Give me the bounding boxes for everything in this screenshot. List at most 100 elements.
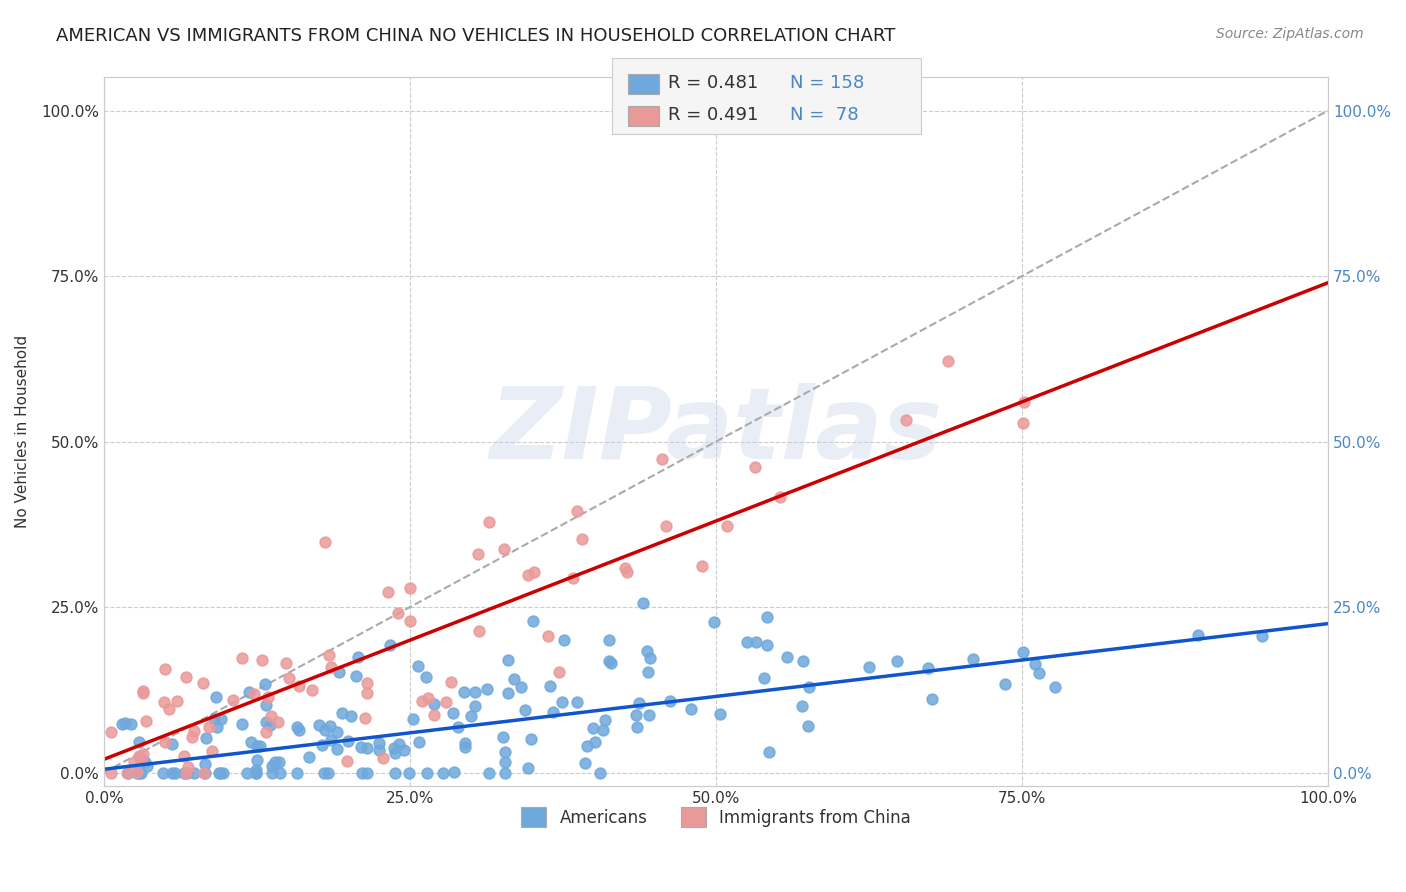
Point bbox=[655, 519, 678, 533]
Point bbox=[936, 354, 959, 368]
Point bbox=[211, 765, 233, 780]
Point bbox=[254, 698, 277, 713]
Point bbox=[277, 671, 299, 685]
Point bbox=[523, 565, 546, 579]
Point bbox=[250, 652, 273, 666]
Point bbox=[494, 745, 516, 759]
Point bbox=[582, 721, 605, 735]
Point bbox=[274, 656, 297, 670]
Point bbox=[792, 698, 814, 713]
Point bbox=[478, 765, 501, 780]
Point bbox=[337, 734, 360, 748]
Point bbox=[135, 714, 157, 729]
Point bbox=[128, 765, 150, 780]
Point bbox=[517, 761, 540, 775]
Point bbox=[492, 542, 515, 557]
Point bbox=[356, 765, 378, 780]
Point bbox=[339, 708, 361, 723]
Text: R = 0.481: R = 0.481 bbox=[668, 74, 758, 92]
Point bbox=[994, 677, 1017, 691]
Point bbox=[202, 712, 225, 726]
Point bbox=[344, 669, 367, 683]
Point bbox=[183, 765, 205, 780]
Point bbox=[117, 765, 139, 780]
Point bbox=[562, 571, 585, 585]
Point bbox=[616, 566, 638, 580]
Point bbox=[636, 644, 658, 658]
Point bbox=[460, 709, 482, 723]
Point bbox=[301, 683, 323, 698]
Point bbox=[257, 690, 280, 704]
Point bbox=[755, 610, 778, 624]
Point bbox=[464, 698, 486, 713]
Point bbox=[354, 711, 377, 725]
Point bbox=[637, 665, 659, 679]
Point bbox=[193, 676, 215, 690]
Point bbox=[509, 680, 531, 694]
Point bbox=[538, 679, 561, 693]
Point bbox=[316, 765, 339, 780]
Point bbox=[319, 732, 342, 747]
Point bbox=[716, 519, 738, 533]
Point bbox=[1011, 416, 1033, 430]
Point bbox=[264, 755, 287, 769]
Point bbox=[1043, 680, 1066, 694]
Point bbox=[287, 679, 309, 693]
Point bbox=[256, 714, 278, 729]
Point bbox=[176, 765, 198, 780]
Point bbox=[153, 662, 176, 676]
Point bbox=[260, 765, 283, 780]
Point bbox=[153, 734, 176, 748]
Point bbox=[921, 691, 943, 706]
Point bbox=[314, 765, 336, 780]
Point bbox=[408, 735, 430, 749]
Point bbox=[792, 654, 814, 668]
Point bbox=[326, 724, 349, 739]
Point bbox=[962, 651, 984, 665]
Point bbox=[399, 581, 422, 595]
Point bbox=[440, 675, 463, 690]
Point bbox=[415, 671, 437, 685]
Point bbox=[520, 732, 543, 747]
Point bbox=[496, 653, 519, 667]
Point bbox=[183, 724, 205, 739]
Point bbox=[756, 638, 779, 652]
Point bbox=[432, 765, 454, 780]
Point bbox=[384, 765, 406, 780]
Point bbox=[260, 759, 283, 773]
Point bbox=[1028, 665, 1050, 680]
Point bbox=[1011, 645, 1033, 659]
Point bbox=[207, 720, 229, 734]
Point bbox=[314, 723, 336, 737]
Point bbox=[245, 763, 267, 777]
Point bbox=[703, 615, 725, 629]
Legend: Americans, Immigrants from China: Americans, Immigrants from China bbox=[515, 800, 918, 834]
Point bbox=[298, 750, 321, 764]
Point bbox=[690, 558, 713, 573]
Text: AMERICAN VS IMMIGRANTS FROM CHINA NO VEHICLES IN HOUSEHOLD CORRELATION CHART: AMERICAN VS IMMIGRANTS FROM CHINA NO VEH… bbox=[56, 27, 896, 45]
Point bbox=[132, 747, 155, 761]
Point bbox=[238, 685, 260, 699]
Point bbox=[494, 755, 516, 769]
Point bbox=[129, 752, 152, 766]
Point bbox=[371, 751, 394, 765]
Point bbox=[758, 745, 780, 759]
Point bbox=[744, 460, 766, 475]
Point bbox=[173, 765, 195, 780]
Point bbox=[776, 650, 799, 665]
Point bbox=[402, 712, 425, 726]
Point bbox=[260, 709, 283, 723]
Point bbox=[152, 765, 174, 780]
Point bbox=[377, 584, 399, 599]
Point bbox=[1024, 657, 1046, 672]
Point bbox=[388, 737, 411, 751]
Point bbox=[468, 624, 491, 639]
Point bbox=[548, 665, 571, 680]
Point bbox=[208, 765, 231, 780]
Point bbox=[513, 703, 536, 717]
Point bbox=[253, 676, 276, 690]
Point bbox=[467, 547, 489, 561]
Point bbox=[551, 695, 574, 709]
Point bbox=[100, 725, 122, 739]
Point bbox=[356, 676, 378, 690]
